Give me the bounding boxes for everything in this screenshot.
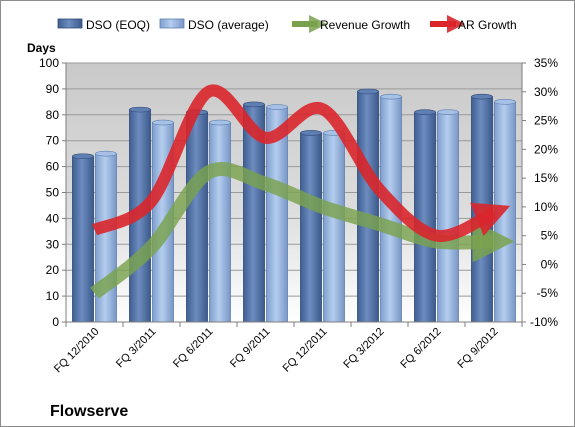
bar-cap [437, 109, 459, 116]
chart-title: Flowserve [50, 403, 128, 420]
legend-label: DSO (average) [188, 18, 269, 32]
bar-cap [129, 106, 151, 113]
bar-cap [380, 93, 402, 100]
right-tick-label: 30% [534, 85, 558, 99]
right-tick-label: 0% [541, 257, 559, 271]
right-tick-label: 25% [534, 114, 558, 128]
bar-dso-average [437, 111, 459, 323]
bar-dso-eoq [72, 155, 94, 323]
left-tick-label: 80 [46, 108, 60, 122]
left-tick-label: 70 [46, 134, 60, 148]
bar-cap [300, 130, 322, 136]
growth-lines [90, 84, 515, 299]
bar-cap [72, 153, 94, 160]
bar-dso-eoq [186, 111, 208, 323]
right-tick-label: 10% [534, 200, 558, 214]
legend-label: DSO (EOQ) [86, 18, 150, 32]
bar-cap [471, 93, 493, 100]
left-tick-label: 10 [46, 289, 60, 303]
bar-cap [243, 101, 265, 108]
right-tick-label: -5% [537, 286, 559, 300]
right-tick-label: 20% [534, 142, 558, 156]
left-tick-label: 30 [46, 237, 60, 251]
right-tick-label: 15% [534, 171, 558, 185]
right-tick-label: -10% [530, 315, 558, 329]
bar-cap [95, 150, 117, 157]
bar-cap [494, 99, 516, 105]
bar-cap [152, 119, 174, 126]
legend-label: AR Growth [458, 18, 517, 32]
bar-dso-average [209, 122, 231, 323]
bar-cap [266, 104, 288, 110]
left-tick-label: 20 [46, 263, 60, 277]
axes [62, 62, 526, 327]
legend-label: Revenue Growth [320, 18, 410, 32]
bar-dso-average [494, 101, 516, 323]
bar-dso-eoq [357, 91, 379, 323]
bar-dso-eoq [300, 132, 322, 323]
bar-cap [209, 119, 231, 126]
left-tick-label: 90 [46, 82, 60, 96]
left-tick-label: 100 [39, 56, 59, 70]
y-axis-label: Days [27, 41, 56, 55]
left-tick-label: 50 [46, 186, 60, 200]
bar-cap [414, 109, 436, 116]
right-tick-label: 5% [541, 229, 559, 243]
right-tick-label: 35% [534, 56, 558, 70]
left-tick-label: 60 [46, 160, 60, 174]
bar-dso-average [323, 132, 345, 323]
bar-dso-eoq [414, 111, 436, 323]
legend: DSO (EOQ) DSO (average) Revenue Growth AR G… [57, 15, 517, 33]
ar-growth-line [91, 84, 511, 242]
legend-swatch [57, 18, 83, 29]
bar-cap [357, 88, 379, 95]
legend-swatch [159, 18, 185, 29]
left-tick-label: 40 [46, 211, 60, 225]
revenue-growth-line [90, 162, 515, 299]
left-tick-label: 0 [52, 315, 59, 329]
